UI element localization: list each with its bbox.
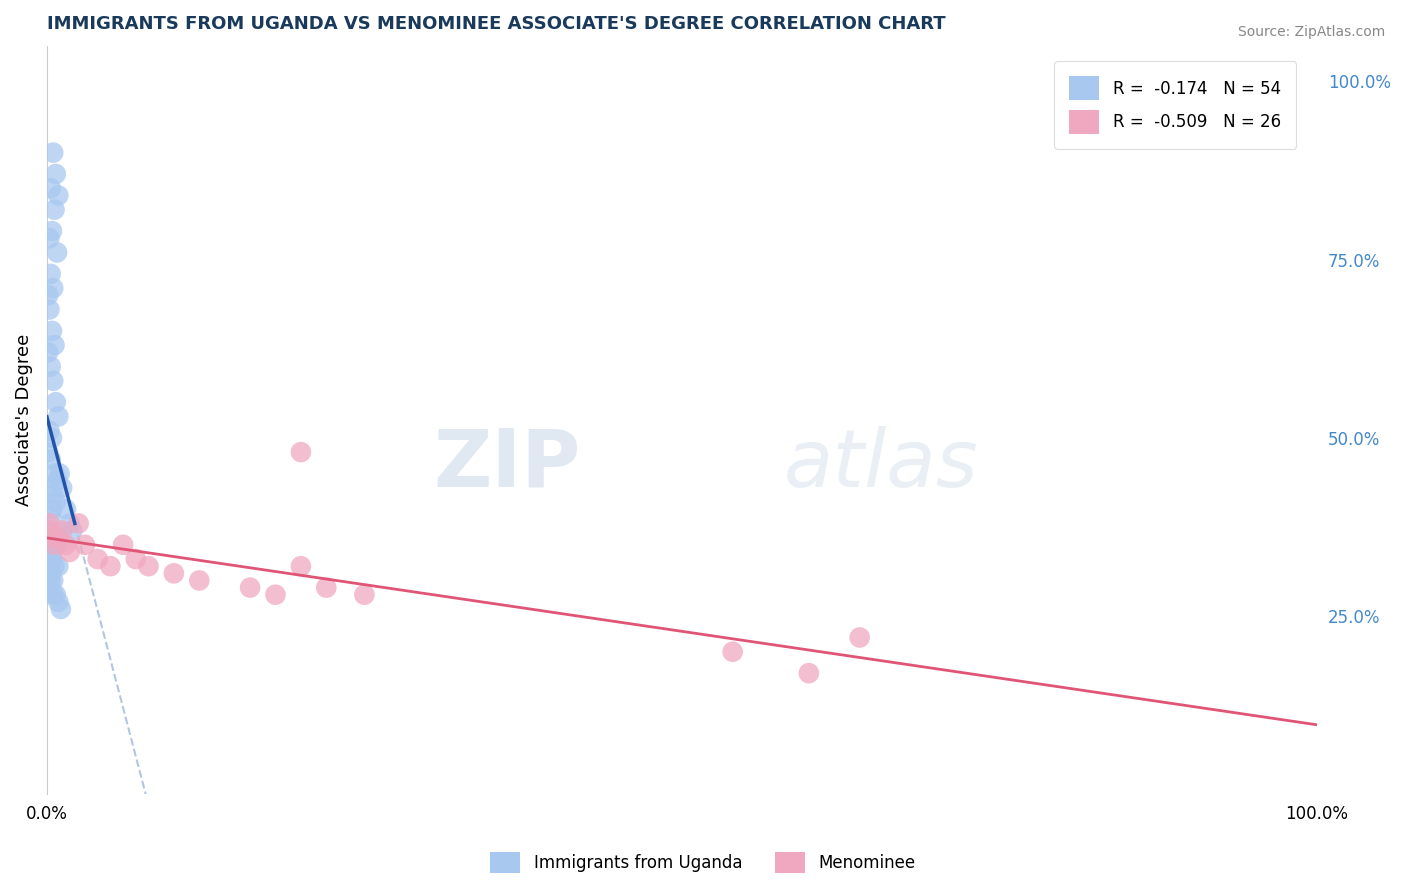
Point: [49, 602, 72, 616]
Point: [59, 516, 82, 531]
Point: [51, 524, 73, 538]
Point: [125, 552, 148, 566]
Point: [38, 545, 60, 559]
Point: [38, 231, 60, 245]
Point: [42, 374, 65, 388]
Point: [290, 445, 312, 459]
Point: [239, 581, 262, 595]
Point: [48, 467, 70, 481]
Point: [46, 595, 69, 609]
Point: [38, 481, 60, 495]
Point: [38, 552, 60, 566]
Point: [73, 538, 96, 552]
Point: [44, 338, 66, 352]
Point: [45, 588, 67, 602]
Point: [86, 552, 108, 566]
Point: [797, 666, 820, 681]
Point: [39, 574, 62, 588]
Point: [38, 302, 60, 317]
Point: [44, 531, 66, 545]
Point: [42, 574, 65, 588]
Point: [46, 531, 69, 545]
Point: [721, 645, 744, 659]
Point: [188, 574, 211, 588]
Point: [315, 581, 337, 595]
Point: [41, 431, 63, 445]
Point: [163, 566, 186, 581]
Point: [38, 516, 60, 531]
Point: [37, 345, 59, 359]
Point: [37, 524, 59, 538]
Point: [46, 188, 69, 202]
Text: ZIP: ZIP: [433, 426, 581, 504]
Point: [39, 267, 62, 281]
Point: [46, 531, 69, 545]
Point: [37, 288, 59, 302]
Point: [37, 581, 59, 595]
Point: [41, 324, 63, 338]
Point: [39, 524, 62, 538]
Point: [46, 559, 69, 574]
Point: [44, 202, 66, 217]
Point: [39, 566, 62, 581]
Point: [46, 538, 69, 552]
Point: [67, 516, 90, 531]
Y-axis label: Associate's Degree: Associate's Degree: [15, 334, 32, 506]
Text: Source: ZipAtlas.com: Source: ZipAtlas.com: [1237, 25, 1385, 39]
Point: [42, 281, 65, 295]
Point: [51, 481, 73, 495]
Point: [39, 359, 62, 374]
Point: [848, 631, 870, 645]
Point: [46, 474, 69, 488]
Point: [41, 552, 63, 566]
Point: [41, 502, 63, 516]
Point: [264, 588, 287, 602]
Point: [45, 395, 67, 409]
Point: [44, 467, 66, 481]
Point: [42, 588, 65, 602]
Point: [59, 545, 82, 559]
Point: [42, 488, 65, 502]
Point: [37, 581, 59, 595]
Point: [42, 145, 65, 160]
Point: [37, 445, 59, 459]
Point: [38, 424, 60, 438]
Point: [55, 502, 77, 516]
Point: [46, 409, 69, 424]
Point: [46, 245, 69, 260]
Text: IMMIGRANTS FROM UGANDA VS MENOMINEE ASSOCIATE'S DEGREE CORRELATION CHART: IMMIGRANTS FROM UGANDA VS MENOMINEE ASSO…: [46, 15, 945, 33]
Point: [41, 224, 63, 238]
Point: [44, 559, 66, 574]
Point: [44, 538, 66, 552]
Legend: R =  -0.174   N = 54, R =  -0.509   N = 26: R = -0.174 N = 54, R = -0.509 N = 26: [1054, 62, 1296, 149]
Point: [39, 181, 62, 195]
Point: [45, 495, 67, 509]
Point: [290, 559, 312, 574]
Point: [353, 588, 375, 602]
Point: [45, 167, 67, 181]
Point: [41, 531, 63, 545]
Point: [138, 559, 160, 574]
Point: [41, 545, 63, 559]
Legend: Immigrants from Uganda, Menominee: Immigrants from Uganda, Menominee: [484, 846, 922, 880]
Text: atlas: atlas: [783, 426, 979, 504]
Point: [60, 524, 83, 538]
Point: [100, 559, 122, 574]
Point: [55, 538, 77, 552]
Point: [112, 538, 135, 552]
Point: [39, 509, 62, 524]
Point: [39, 452, 62, 467]
